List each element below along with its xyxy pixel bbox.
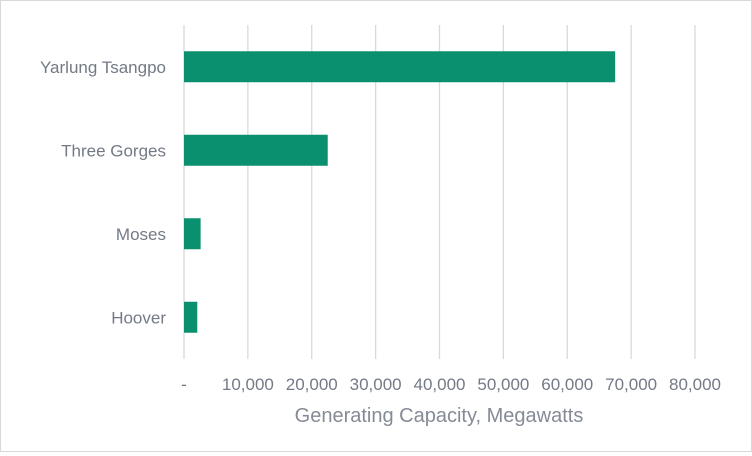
x-tick-label: 60,000 xyxy=(541,375,593,394)
x-tick-label: - xyxy=(181,375,187,394)
x-tick-label: 50,000 xyxy=(477,375,529,394)
category-label: Three Gorges xyxy=(61,141,166,160)
category-label: Moses xyxy=(116,225,166,244)
category-labels: Yarlung Tsangpo Three Gorges Moses Hoover xyxy=(40,58,166,328)
category-label: Hoover xyxy=(111,308,166,327)
x-tick-label: 30,000 xyxy=(350,375,402,394)
x-tick-label: 70,000 xyxy=(605,375,657,394)
x-tick-label: 20,000 xyxy=(286,375,338,394)
category-label: Yarlung Tsangpo xyxy=(40,58,166,77)
bar xyxy=(184,301,198,333)
x-tick-label: 40,000 xyxy=(414,375,466,394)
bar xyxy=(184,218,201,250)
x-tick-label: 80,000 xyxy=(669,375,721,394)
x-axis-title: Generating Capacity, Megawatts xyxy=(295,405,584,427)
x-tick-labels: - 10,000 20,000 30,000 40,000 50,000 60,000 70,… xyxy=(181,375,721,394)
bar xyxy=(184,51,616,83)
x-tick-label: 10,000 xyxy=(222,375,274,394)
bar xyxy=(184,134,328,166)
bars xyxy=(184,51,616,333)
